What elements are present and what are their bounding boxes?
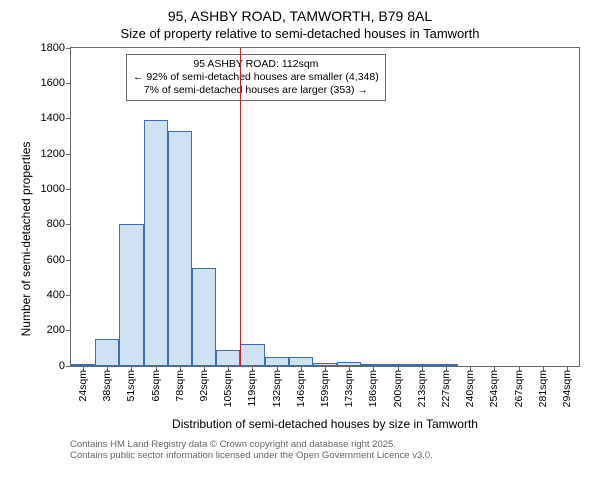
chart-area: Number of semi-detached properties 95 AS… <box>70 47 580 431</box>
attribution-line-2: Contains public sector information licen… <box>70 450 590 462</box>
x-tick-label: 213sqm <box>416 370 428 407</box>
attribution: Contains HM Land Registry data © Crown c… <box>70 439 590 463</box>
y-tick <box>66 154 71 155</box>
y-tick <box>66 83 71 84</box>
histogram-bar <box>240 344 264 365</box>
x-tick-label: 105sqm <box>222 370 234 407</box>
histogram-bar <box>144 120 168 366</box>
y-tick <box>66 366 71 367</box>
x-tick-label: 159sqm <box>319 370 331 407</box>
annotation-line-1: 95 ASHBY ROAD: 112sqm <box>133 58 379 71</box>
chart-container: 95, ASHBY ROAD, TAMWORTH, B79 8AL Size o… <box>0 0 600 500</box>
y-tick-label: 1000 <box>41 183 65 195</box>
attribution-line-1: Contains HM Land Registry data © Crown c… <box>70 439 590 451</box>
x-tick-label: 240sqm <box>464 370 476 407</box>
x-tick-label: 24sqm <box>77 370 89 402</box>
annotation-line-2: ← 92% of semi-detached houses are smalle… <box>133 71 379 84</box>
annotation-box: 95 ASHBY ROAD: 112sqm ← 92% of semi-deta… <box>126 54 386 101</box>
histogram-bar <box>216 350 240 366</box>
y-tick <box>66 189 71 190</box>
y-tick <box>66 48 71 49</box>
chart-title: 95, ASHBY ROAD, TAMWORTH, B79 8AL <box>10 8 590 26</box>
y-tick-label: 400 <box>47 289 65 301</box>
chart-subtitle: Size of property relative to semi-detach… <box>10 26 590 41</box>
histogram-bar <box>192 268 216 365</box>
x-tick-label: 65sqm <box>150 370 162 402</box>
y-tick-label: 1800 <box>41 42 65 54</box>
x-tick-label: 267sqm <box>513 370 525 407</box>
x-tick-label: 51sqm <box>125 370 137 402</box>
x-tick-label: 294sqm <box>561 370 573 407</box>
x-tick-label: 146sqm <box>295 370 307 407</box>
histogram-bar <box>119 224 143 365</box>
histogram-bar <box>168 131 192 366</box>
x-tick-label: 38sqm <box>101 370 113 402</box>
y-tick <box>66 118 71 119</box>
y-tick-label: 600 <box>47 254 65 266</box>
x-tick-label: 92sqm <box>198 370 210 402</box>
y-tick-label: 800 <box>47 218 65 230</box>
y-tick <box>66 295 71 296</box>
y-tick-label: 1200 <box>41 148 65 160</box>
y-tick-label: 1600 <box>41 77 65 89</box>
y-tick-label: 1400 <box>41 112 65 124</box>
y-axis-label: Number of semi-detached properties <box>19 141 33 336</box>
x-tick-label: 132sqm <box>271 370 283 407</box>
annotation-line-3: 7% of semi-detached houses are larger (3… <box>133 84 379 97</box>
y-tick-label: 200 <box>47 324 65 336</box>
x-tick-label: 200sqm <box>392 370 404 407</box>
plot-area: 95 ASHBY ROAD: 112sqm ← 92% of semi-deta… <box>70 47 580 367</box>
y-tick-label: 0 <box>59 360 65 372</box>
reference-line <box>240 48 241 366</box>
x-tick-label: 119sqm <box>246 370 258 407</box>
y-tick <box>66 224 71 225</box>
x-tick-label: 186sqm <box>367 370 379 407</box>
x-tick-label: 254sqm <box>488 370 500 407</box>
x-axis-label: Distribution of semi-detached houses by … <box>70 417 580 431</box>
x-tick-label: 227sqm <box>440 370 452 407</box>
x-tick-label: 173sqm <box>343 370 355 407</box>
y-tick <box>66 260 71 261</box>
y-tick <box>66 330 71 331</box>
histogram-bar <box>265 357 289 366</box>
x-tick-label: 281sqm <box>537 370 549 407</box>
histogram-bar <box>95 339 119 366</box>
histogram-bar <box>289 357 313 366</box>
x-tick-label: 78sqm <box>174 370 186 402</box>
